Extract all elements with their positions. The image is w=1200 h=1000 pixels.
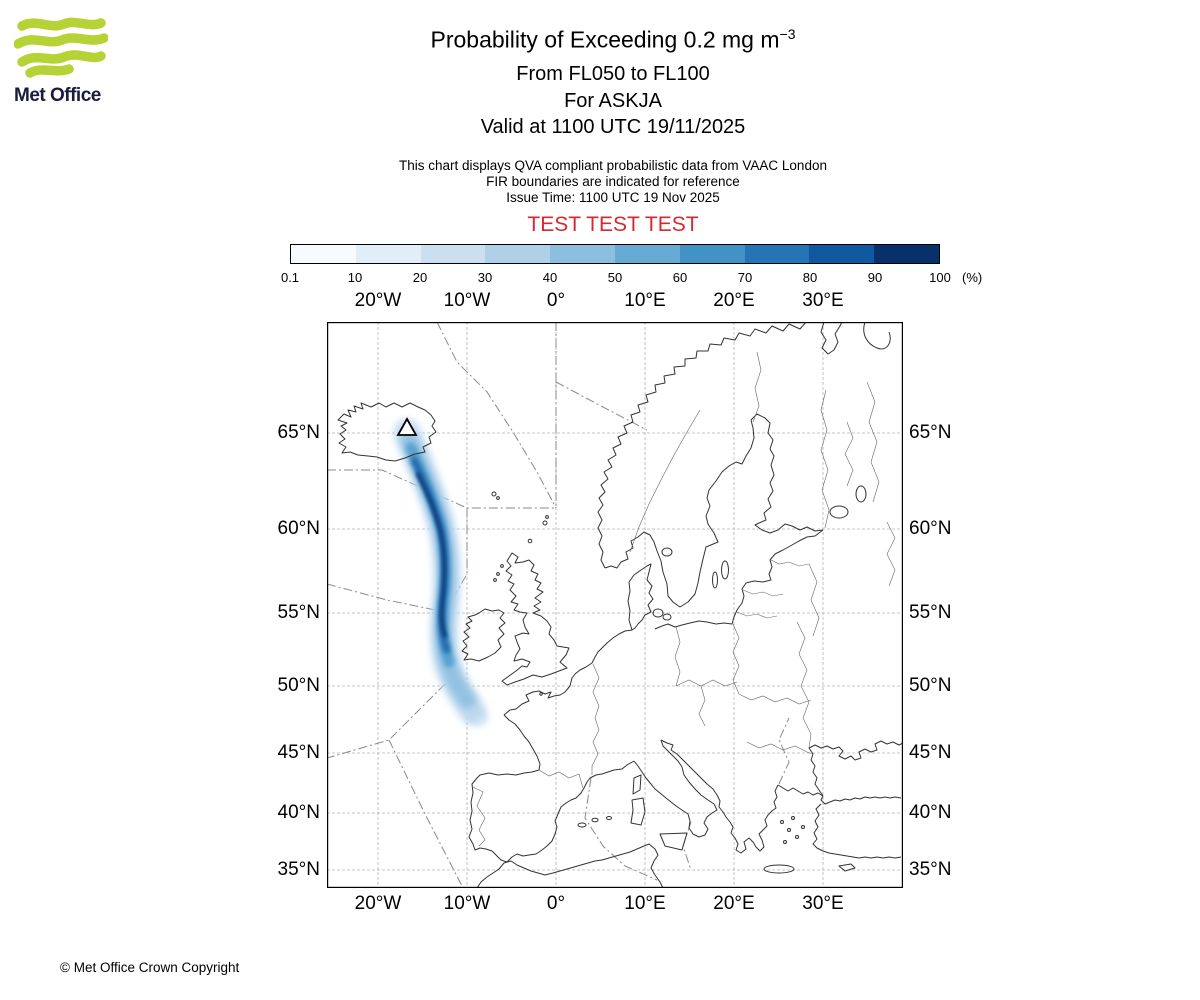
lat-tick-left: 55°N — [277, 602, 320, 623]
country-borders — [472, 351, 896, 847]
lon-tick-bottom: 10°W — [443, 893, 491, 914]
met-office-logo-icon — [13, 17, 109, 78]
colorbar-tick: 40 — [542, 270, 558, 285]
europe-map-canvas — [327, 322, 903, 888]
colorbar-tick: 0.1 — [280, 270, 300, 285]
lat-tick-right: 45°N — [909, 742, 952, 763]
europe-map — [327, 322, 903, 888]
colorbar-tick: 70 — [737, 270, 753, 285]
lat-tick-left: 50°N — [277, 675, 320, 696]
subtitle-volcano: For ASKJA — [564, 90, 662, 112]
lat-tick-right: 35°N — [909, 859, 952, 880]
lon-tick-top: 20°E — [713, 290, 755, 311]
met-office-logo-text: Met Office — [14, 85, 101, 106]
colorbar-tick: 80 — [802, 270, 818, 285]
subtitle-valid-time: Valid at 1100 UTC 19/11/2025 — [480, 116, 746, 138]
lat-tick-left: 65°N — [277, 422, 320, 443]
lon-tick-bottom: 20°W — [354, 893, 402, 914]
map-frame — [327, 322, 903, 888]
colorbar-segment — [420, 245, 486, 263]
title-exponent: −3 — [779, 26, 796, 42]
subtitle-flight-levels: From FL050 to FL100 — [516, 63, 710, 85]
title-text: Probability of Exceeding 0.2 mg m — [430, 26, 780, 53]
lon-tick-bottom: 30°E — [802, 893, 844, 914]
lat-tick-right: 55°N — [909, 602, 952, 623]
probability-colorbar — [290, 244, 940, 264]
lat-tick-left: 45°N — [277, 742, 320, 763]
lon-tick-bottom: 10°E — [624, 893, 666, 914]
lat-tick-left: 35°N — [277, 859, 320, 880]
lon-tick-bottom: 0° — [546, 893, 566, 914]
lat-tick-right: 65°N — [909, 422, 952, 443]
colorbar-tick: 30 — [477, 270, 493, 285]
colorbar-segment — [679, 245, 745, 263]
volcano-marker-icon — [396, 417, 418, 436]
lon-tick-top: 20°W — [354, 290, 402, 311]
colorbar-tick: 10 — [347, 270, 363, 285]
note-qva: This chart displays QVA compliant probab… — [399, 158, 827, 173]
lon-tick-top: 0° — [546, 290, 566, 311]
lat-tick-left: 60°N — [277, 518, 320, 539]
page-title: Probability of Exceeding 0.2 mg m−3 — [13, 26, 1200, 54]
colorbar-segment — [809, 245, 875, 263]
colorbar-segment — [291, 245, 356, 263]
colorbar-tick: 100 — [929, 270, 951, 285]
lat-tick-right: 50°N — [909, 675, 952, 696]
colorbar-segment — [874, 245, 939, 263]
lon-tick-top: 10°W — [443, 290, 491, 311]
lon-tick-top: 30°E — [802, 290, 844, 311]
colorbar-tick: 90 — [867, 270, 883, 285]
graticule — [327, 322, 903, 888]
lat-tick-right: 40°N — [909, 802, 952, 823]
lat-tick-left: 40°N — [277, 802, 320, 823]
lon-tick-bottom: 20°E — [713, 893, 755, 914]
lon-tick-top: 10°E — [624, 290, 666, 311]
colorbar-segment — [614, 245, 680, 263]
copyright-text: © Met Office Crown Copyright — [60, 960, 240, 975]
colorbar-segment — [744, 245, 810, 263]
colorbar-tick: 60 — [672, 270, 688, 285]
coastlines — [337, 322, 903, 888]
met-office-logo: Met Office — [13, 16, 124, 107]
colorbar-segment — [550, 245, 615, 263]
colorbar-unit: (%) — [962, 270, 983, 285]
lat-tick-right: 60°N — [909, 518, 952, 539]
ash-plume — [394, 419, 487, 725]
note-fir: FIR boundaries are indicated for referen… — [486, 174, 740, 189]
test-banner: TEST TEST TEST — [527, 213, 699, 236]
note-issue-time: Issue Time: 1100 UTC 19 Nov 2025 — [506, 190, 720, 205]
colorbar-segment — [485, 245, 551, 263]
colorbar-tick: 20 — [412, 270, 428, 285]
colorbar-tick: 50 — [607, 270, 623, 285]
colorbar-segment — [355, 245, 421, 263]
